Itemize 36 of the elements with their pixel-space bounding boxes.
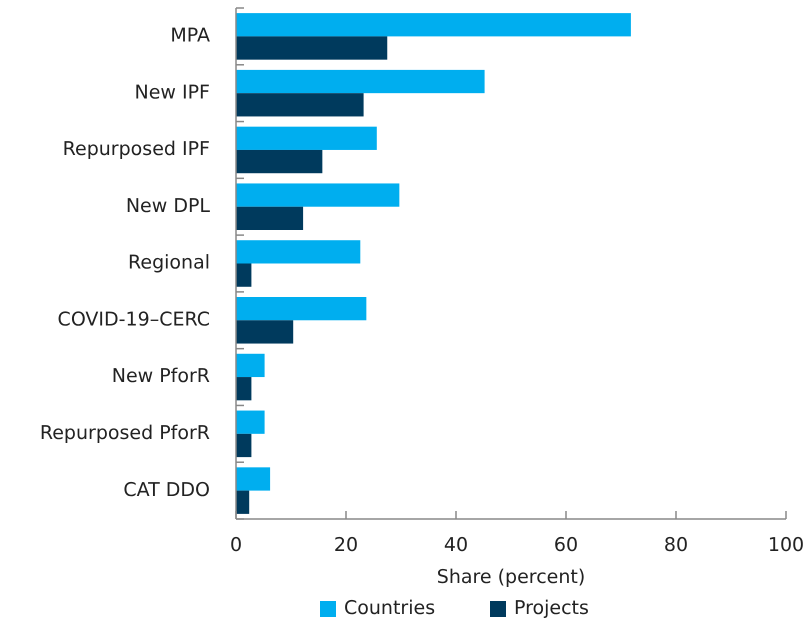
bar	[236, 13, 631, 36]
bar	[236, 354, 265, 378]
bar	[236, 206, 304, 230]
y-tick-label: New IPF	[134, 81, 210, 104]
y-tick-label: COVID-19–CERC	[58, 308, 210, 330]
bar	[236, 150, 322, 174]
y-tick-label: MPA	[170, 24, 210, 47]
bar	[236, 183, 400, 207]
x-axis-title: Share (percent)	[436, 566, 586, 588]
x-tick-label: 60	[554, 534, 578, 556]
bar	[236, 240, 360, 264]
y-tick-label: Regional	[128, 252, 210, 274]
bar	[236, 490, 250, 514]
bar	[236, 126, 377, 150]
legend-label: Countries	[344, 597, 436, 620]
y-tick-label: New DPL	[126, 194, 210, 217]
bar	[236, 377, 252, 400]
x-tick-label: 0	[230, 534, 242, 556]
y-tick-label: Repurposed IPF	[62, 138, 210, 160]
bar	[236, 70, 485, 94]
x-tick-label: 20	[334, 534, 358, 556]
legend-label: Projects	[514, 597, 589, 620]
bar	[236, 434, 252, 458]
y-tick-label: CAT DDO	[123, 478, 210, 501]
bar	[236, 264, 252, 287]
bar	[236, 320, 294, 344]
y-tick-label: Repurposed PforR	[40, 422, 210, 444]
bar	[236, 297, 366, 320]
bar	[236, 93, 364, 116]
bar	[236, 467, 270, 491]
bar	[236, 36, 388, 60]
x-tick-label: 100	[768, 534, 804, 556]
x-tick-label: 80	[664, 534, 688, 556]
x-tick-label: 40	[444, 534, 468, 556]
y-tick-label: New PforR	[112, 365, 210, 388]
bar	[236, 410, 265, 434]
